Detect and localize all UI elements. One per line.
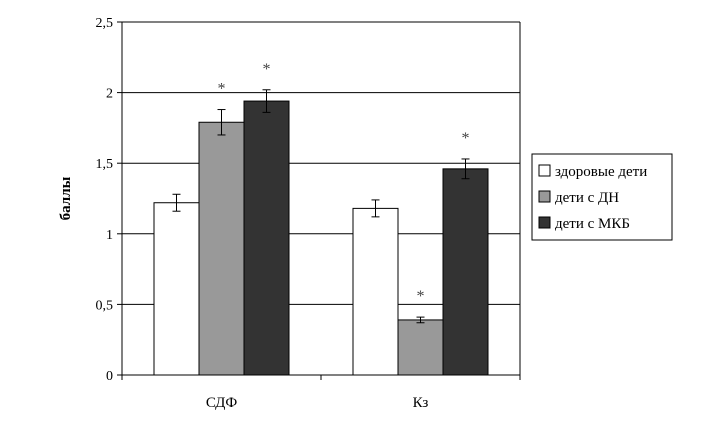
y-tick-label: 1,5 — [96, 157, 114, 172]
bar — [198, 121, 245, 376]
legend-swatch — [538, 164, 551, 177]
legend-swatch — [538, 190, 551, 203]
category-label: СДФ — [206, 395, 237, 411]
bar — [397, 319, 444, 376]
significance-star: * — [218, 81, 226, 98]
legend-box — [531, 153, 673, 241]
bar — [442, 168, 489, 376]
bar — [243, 100, 290, 376]
y-tick-label: 2 — [106, 87, 113, 102]
legend-label: здоровые дети — [555, 164, 647, 180]
y-axis-label: баллы — [58, 176, 74, 220]
y-tick-label: 1 — [106, 228, 113, 243]
y-tick-label: 0,5 — [96, 298, 114, 313]
legend-label: дети с МКБ — [555, 216, 630, 232]
significance-star: * — [462, 130, 470, 147]
category-label: Кз — [413, 395, 429, 411]
y-tick-label: 0 — [106, 369, 113, 384]
significance-star: * — [417, 288, 425, 305]
legend-swatch — [538, 216, 551, 229]
bar — [352, 207, 399, 376]
y-tick-label: 2,5 — [96, 16, 114, 31]
legend-label: дети с ДН — [555, 190, 619, 206]
significance-star: * — [263, 61, 271, 78]
bar — [153, 202, 200, 376]
